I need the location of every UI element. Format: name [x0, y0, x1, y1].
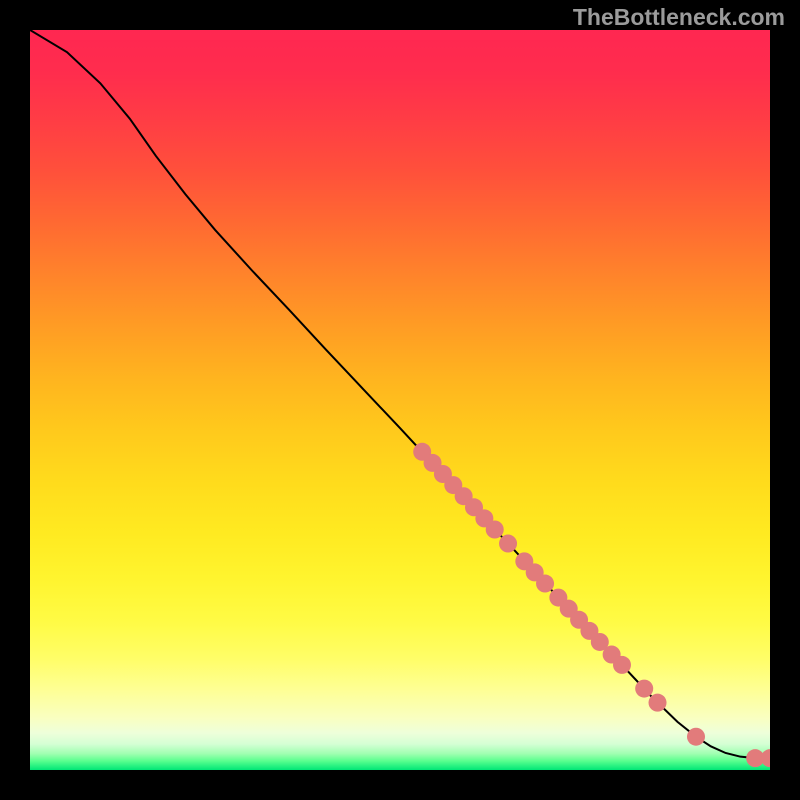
data-marker — [687, 728, 705, 746]
data-marker — [613, 656, 631, 674]
data-marker — [486, 521, 504, 539]
figure-container: TheBottleneck.com — [0, 0, 800, 800]
watermark-text: TheBottleneck.com — [573, 4, 785, 31]
data-marker — [649, 694, 667, 712]
data-marker — [499, 535, 517, 553]
chart-plot — [30, 30, 770, 770]
chart-background — [30, 30, 770, 770]
data-marker — [536, 575, 554, 593]
data-marker — [635, 680, 653, 698]
